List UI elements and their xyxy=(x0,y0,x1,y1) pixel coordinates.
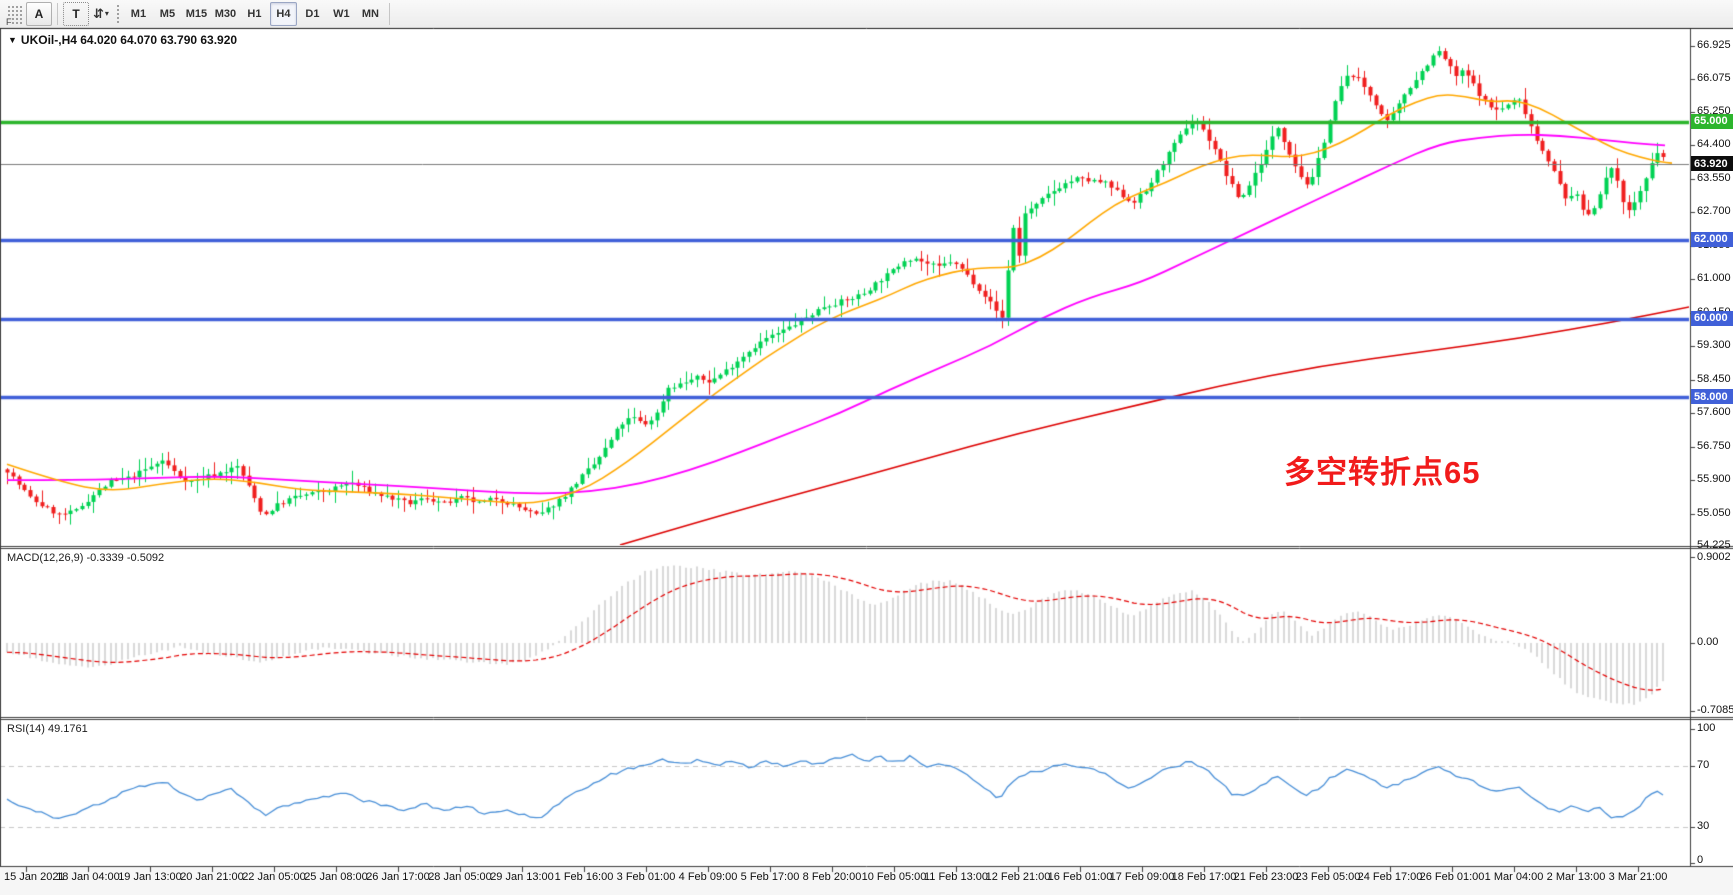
macd-signal-value: -0.5092 xyxy=(126,552,165,564)
timeframe-button-group: M1 M5 M15 M30 H1 H4 D1 W1 MN xyxy=(124,1,385,26)
chart-title-text: UKOil-,H4 64.020 64.070 63.790 63.920 xyxy=(20,33,238,47)
arrows-icon: ⇵ xyxy=(93,5,104,21)
time-tick-label: 3 Mar 21:00 xyxy=(1608,871,1668,883)
cursor-mode-button[interactable]: A xyxy=(26,1,52,26)
cycle-symbols-button[interactable]: ⇵ ▾ xyxy=(90,6,112,22)
hline-price-badge: 58.000 xyxy=(1691,389,1733,405)
rsi-indicator-label: RSI(14) 49.1761 xyxy=(7,723,88,735)
price-tick-label: 55.900 xyxy=(1697,473,1731,486)
time-tick-label: 22 Jan 05:00 xyxy=(242,871,306,883)
price-tick-label: 66.925 xyxy=(1697,39,1731,51)
price-tick-label: 66.075 xyxy=(1697,72,1731,85)
toolbar-group-grip[interactable] xyxy=(115,3,120,24)
chart-menu-icon[interactable]: ▼ xyxy=(8,35,17,45)
rsi-tick-label: 70 xyxy=(1697,759,1710,771)
macd-tick-label: -0.7085 xyxy=(1697,703,1733,716)
chart-window: ▼ UKOil-,H4 64.020 64.070 63.790 63.920 M… xyxy=(0,28,1733,895)
time-tick-label: 17 Feb 09:00 xyxy=(1109,871,1175,883)
time-tick-label: 11 Feb 13:00 xyxy=(923,871,989,883)
rsi-tick-label: 0 xyxy=(1697,854,1704,866)
dropdown-caret-icon: ▾ xyxy=(104,9,109,18)
price-tick-label: 59.300 xyxy=(1697,339,1731,352)
rsi-value: 49.1761 xyxy=(47,723,88,735)
time-tick-label: 1 Mar 04:00 xyxy=(1484,871,1544,883)
timeframe-button-m15[interactable]: M15 xyxy=(185,7,208,20)
time-tick-label: 16 Feb 01:00 xyxy=(1047,871,1113,883)
time-tick-label: 23 Feb 05:00 xyxy=(1295,871,1361,883)
time-tick-label: 29 Jan 13:00 xyxy=(490,871,554,883)
time-tick-label: 12 Feb 21:00 xyxy=(985,871,1051,883)
chart-title: ▼ UKOil-,H4 64.020 64.070 63.790 63.920 xyxy=(8,33,237,47)
toolbar-separator xyxy=(388,2,390,25)
time-tick-label: 18 Feb 17:00 xyxy=(1171,871,1237,883)
macd-tick-label: 0.9002 xyxy=(1697,551,1731,563)
timeframe-button-w1[interactable]: W1 xyxy=(333,7,350,20)
time-tick-label: 10 Feb 05:00 xyxy=(861,871,927,883)
chart-text-annotation[interactable]: 多空转折点65 xyxy=(1284,455,1481,490)
price-tick-label: 54.225 xyxy=(1697,539,1731,551)
time-tick-label: 18 Jan 04:00 xyxy=(56,871,120,883)
time-tick-label: 15 Jan 2021 xyxy=(4,871,65,883)
macd-indicator-label: MACD(12,26,9) -0.3339 -0.5092 xyxy=(7,552,164,564)
current-price-badge: 63.920 xyxy=(1691,156,1733,172)
text-tool-button[interactable]: T xyxy=(63,1,89,26)
price-tick-label: 56.750 xyxy=(1697,439,1731,452)
macd-tick-label: 0.00 xyxy=(1697,636,1719,648)
chart-canvas[interactable] xyxy=(0,28,1733,895)
price-tick-label: 62.700 xyxy=(1697,205,1731,218)
time-tick-label: 21 Feb 23:00 xyxy=(1233,871,1299,883)
price-tick-label: 57.600 xyxy=(1697,406,1731,419)
time-tick-label: 2 Mar 13:00 xyxy=(1546,871,1606,883)
rsi-tick-label: 30 xyxy=(1697,820,1710,832)
time-tick-label: 28 Jan 05:00 xyxy=(428,871,492,883)
hline-price-badge: 60.000 xyxy=(1691,310,1733,326)
timeframe-button-m30[interactable]: M30 xyxy=(214,7,237,20)
time-tick-label: 19 Jan 13:00 xyxy=(118,871,182,883)
time-tick-label: 5 Feb 17:00 xyxy=(740,871,800,883)
toolbar-drag-handle[interactable]: F xyxy=(6,3,22,27)
hline-price-badge: 62.000 xyxy=(1691,231,1733,247)
price-tick-label: 64.400 xyxy=(1697,138,1731,151)
price-tick-label: 63.550 xyxy=(1697,171,1731,184)
time-tick-label: 25 Jan 08:00 xyxy=(304,871,368,883)
timeframe-button-h4[interactable]: H4 xyxy=(269,1,297,26)
rsi-name: RSI(14) xyxy=(7,723,45,735)
price-tick-label: 61.000 xyxy=(1697,272,1731,285)
rsi-tick-label: 100 xyxy=(1697,722,1716,734)
toolbar-handle-label: F xyxy=(6,16,12,27)
timeframe-button-m1[interactable]: M1 xyxy=(130,7,147,20)
time-tick-label: 3 Feb 01:00 xyxy=(616,871,676,883)
time-tick-label: 20 Jan 21:00 xyxy=(180,871,244,883)
timeframe-button-d1[interactable]: D1 xyxy=(305,7,320,20)
macd-name: MACD(12,26,9) xyxy=(7,552,84,564)
time-tick-label: 4 Feb 09:00 xyxy=(678,871,738,883)
time-tick-label: 26 Feb 01:00 xyxy=(1419,871,1485,883)
time-tick-label: 8 Feb 20:00 xyxy=(802,871,862,883)
macd-main-value: -0.3339 xyxy=(86,552,124,564)
timeframe-button-h1[interactable]: H1 xyxy=(247,7,262,20)
time-tick-label: 24 Feb 17:00 xyxy=(1357,871,1423,883)
price-tick-label: 58.450 xyxy=(1697,372,1731,385)
hline-price-badge: 65.000 xyxy=(1691,113,1733,129)
timeframe-button-m5[interactable]: M5 xyxy=(159,7,176,20)
main-toolbar: F A T ⇵ ▾ M1 M5 M15 M30 H1 H4 D1 W1 MN xyxy=(0,0,1733,28)
time-tick-label: 1 Feb 16:00 xyxy=(554,871,614,883)
price-tick-label: 55.050 xyxy=(1697,506,1731,519)
toolbar-separator xyxy=(57,2,58,25)
timeframe-button-mn[interactable]: MN xyxy=(361,7,379,20)
time-tick-label: 26 Jan 17:00 xyxy=(366,871,430,883)
